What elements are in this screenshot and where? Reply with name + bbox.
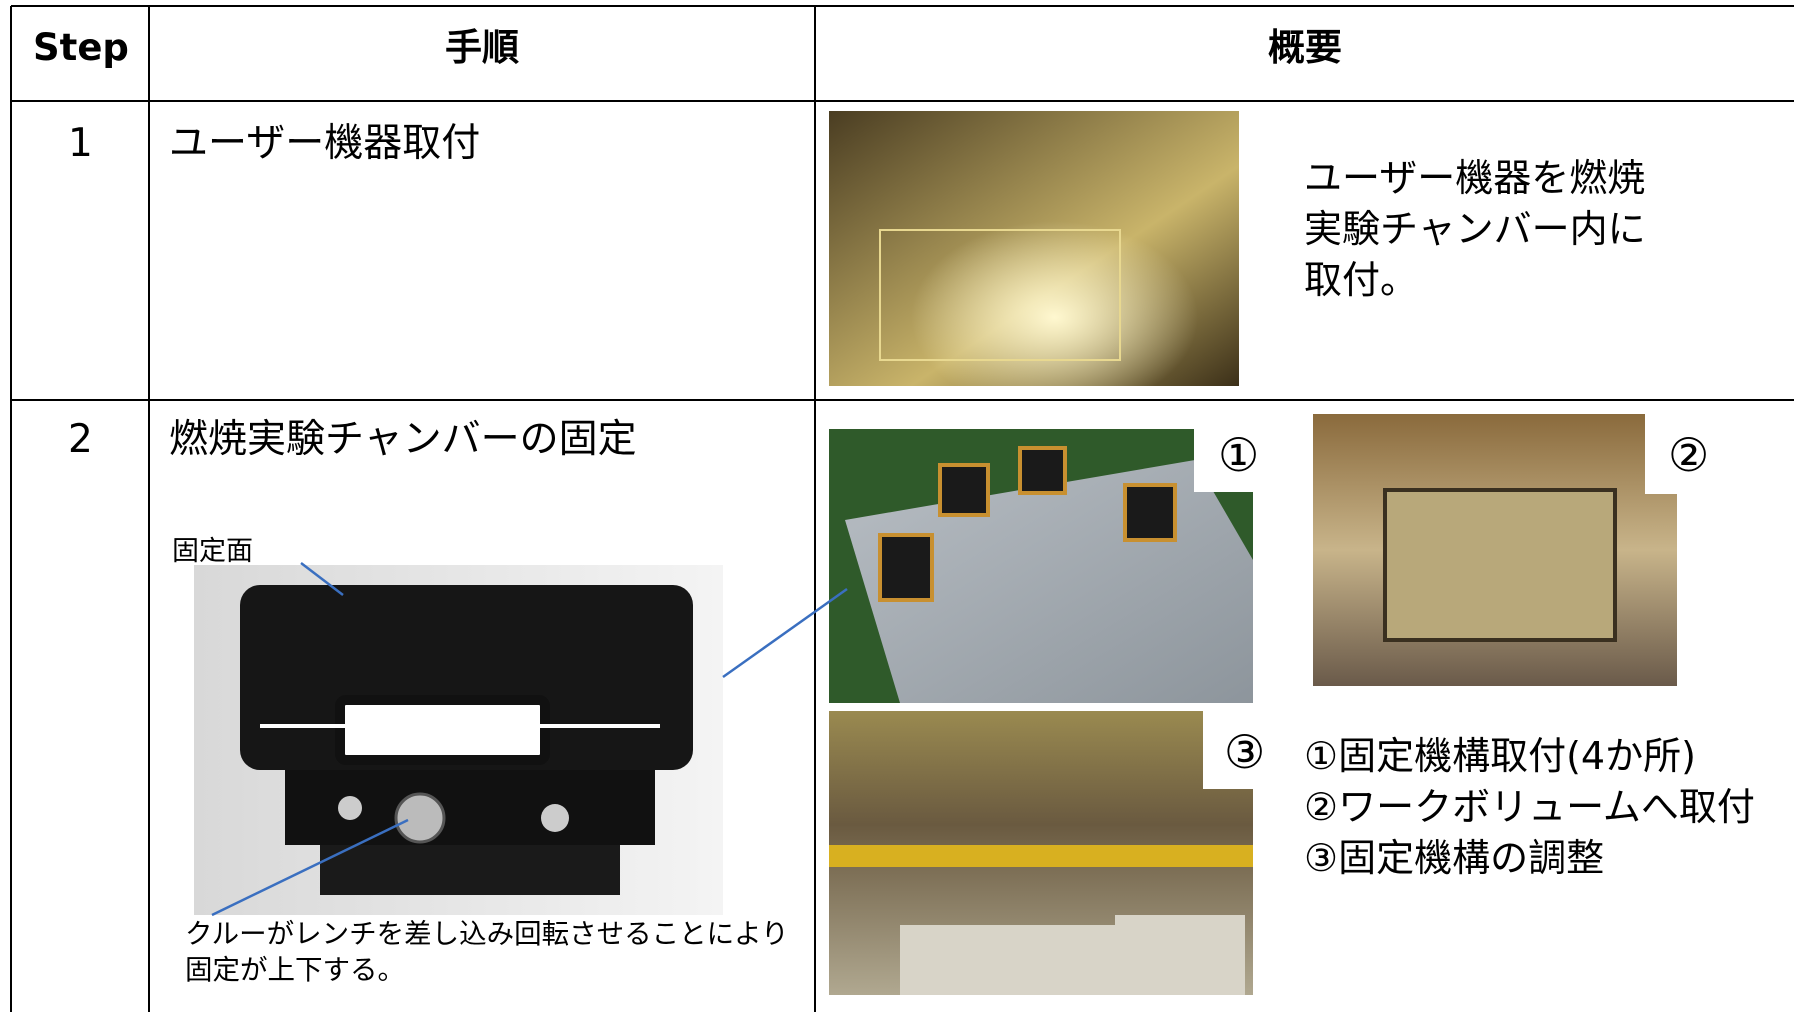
summary: ①固定機構取付(4か所) ②ワークボリュームへ取付 ③固定機構の調整 xyxy=(1304,731,1755,884)
procedure: 燃焼実験チャンバーの固定 xyxy=(169,417,637,462)
photo-adjust xyxy=(829,711,1263,995)
procedure: ユーザー機器取付 xyxy=(169,121,481,166)
header-step: Step xyxy=(33,26,129,69)
marker: ① xyxy=(1218,428,1260,482)
header-procedure-text: 手順 xyxy=(445,26,519,69)
summary-line: ①固定機構取付(4か所) xyxy=(1304,734,1696,778)
table-lines xyxy=(10,5,1794,1012)
photo-label: 固定面 xyxy=(172,536,253,567)
step-number: 1 xyxy=(68,121,93,166)
summary-line: 取付。 xyxy=(1304,258,1419,302)
summary-line: ③固定機構の調整 xyxy=(1304,836,1605,880)
summary: ユーザー機器を燃焼 実験チャンバー内に 取付。 xyxy=(1304,153,1646,306)
photo-mount xyxy=(194,565,723,915)
summary-line: 実験チャンバー内に xyxy=(1304,207,1646,251)
step-number: 2 xyxy=(68,417,93,462)
marker: ③ xyxy=(1224,725,1266,779)
photo-chamber xyxy=(829,111,1239,386)
arrows xyxy=(211,562,848,917)
photo-work-volume xyxy=(1313,414,1680,686)
caption: クルーがレンチを差し込み回転させることにより固定が上下する。 xyxy=(185,918,789,986)
summary-line: ②ワークボリュームへ取付 xyxy=(1304,785,1755,829)
marker: ② xyxy=(1668,428,1710,482)
header-summary-text: 概要 xyxy=(1268,26,1342,69)
photo-fixture xyxy=(829,429,1264,703)
summary-line: ユーザー機器を燃焼 xyxy=(1304,156,1646,200)
